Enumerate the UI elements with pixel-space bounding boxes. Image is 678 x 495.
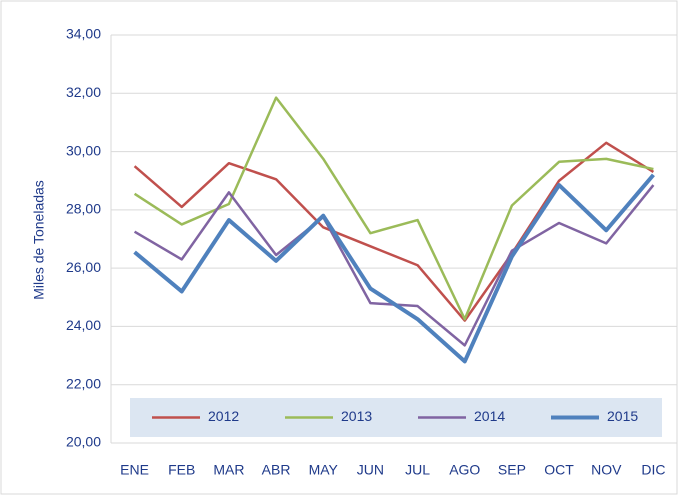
y-axis-title: Miles de Toneladas (31, 180, 47, 300)
x-tick-label: OCT (544, 462, 574, 478)
y-tick-label: 22,00 (66, 375, 101, 391)
x-tick-label: MAR (213, 462, 244, 478)
y-tick-label: 24,00 (66, 317, 101, 333)
series-line (133, 173, 655, 364)
x-tick-label: JUN (357, 462, 384, 478)
x-tick-label: DIC (641, 462, 665, 478)
x-tick-label: AGO (449, 462, 480, 478)
y-tick-label: 32,00 (66, 84, 101, 100)
y-tick-label: 20,00 (66, 434, 101, 450)
y-tick-label: 26,00 (66, 259, 101, 275)
x-tick-label: ENE (120, 462, 149, 478)
legend-label: 2013 (341, 408, 372, 424)
y-tick-label: 28,00 (66, 201, 101, 217)
x-tick-label: MAY (309, 462, 339, 478)
series-line (133, 141, 655, 322)
y-tick-label: 30,00 (66, 142, 101, 158)
legend-label: 2015 (607, 408, 638, 424)
legend-label: 2014 (474, 408, 505, 424)
y-tick-label: 34,00 (66, 26, 101, 42)
x-tick-label: FEB (168, 462, 195, 478)
x-tick-label: ABR (262, 462, 291, 478)
x-tick-label: NOV (591, 462, 622, 478)
legend-label: 2012 (208, 408, 239, 424)
series-line (133, 96, 654, 321)
x-tick-label: SEP (498, 462, 526, 478)
x-tick-label: JUL (405, 462, 430, 478)
